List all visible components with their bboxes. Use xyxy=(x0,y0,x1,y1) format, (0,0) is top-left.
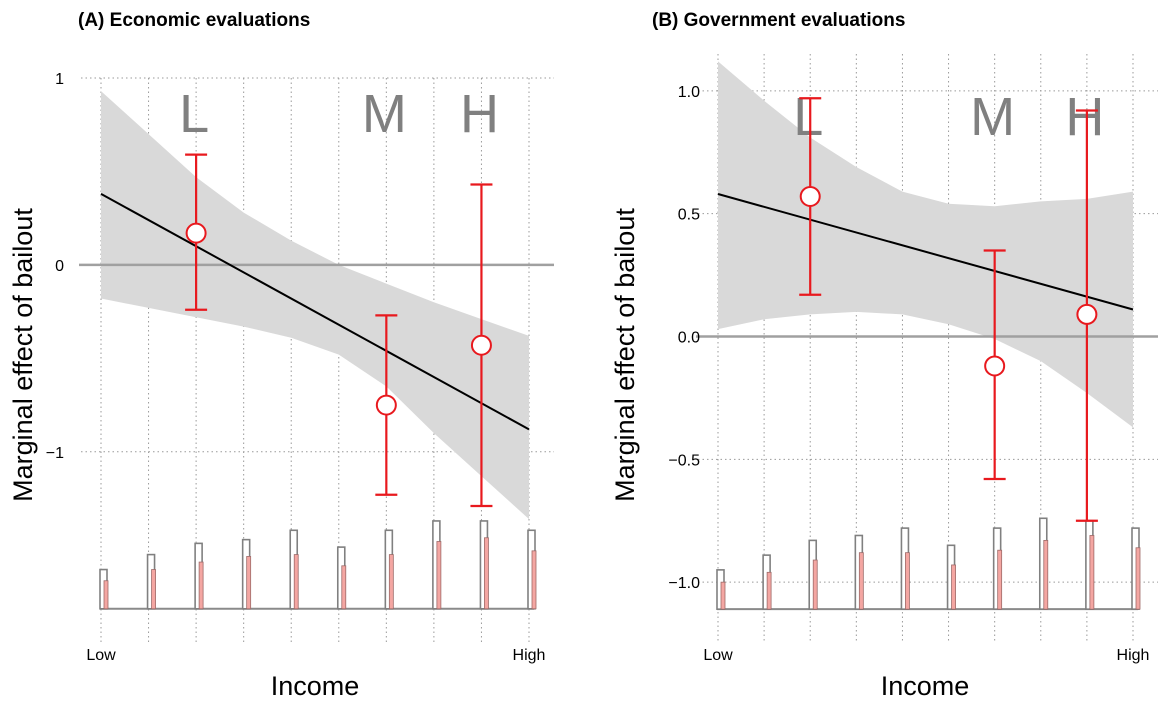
panel-b-y-tick-label-2: 0.0 xyxy=(678,330,700,347)
panel-b-dist-bar-fill-0 xyxy=(720,581,726,610)
panel-a-estimate-point-m xyxy=(375,394,397,416)
panel-b-x-axis-label: Income xyxy=(881,671,970,701)
panel-a-x-axis-label: Income xyxy=(271,671,360,701)
panel-b-estimate-point-m xyxy=(984,355,1006,377)
panel-a-group-letter-h: H xyxy=(460,84,499,144)
panel-a-dist-bar-fill-8 xyxy=(484,537,489,610)
panel-a-group-letter-l: L xyxy=(179,84,209,144)
panel-a-dist-bar-fill-3 xyxy=(246,556,252,610)
panel-b-y-tick-label-4: −1.0 xyxy=(668,575,700,592)
panel-a-dist-bar-fill-5 xyxy=(341,565,347,610)
panel-a-y-axis-label: Marginal effect of bailout xyxy=(8,208,38,502)
panel-a-dist-bar-fill-7 xyxy=(436,541,442,610)
panel-b-y-tick-label-0: 1.0 xyxy=(678,84,700,101)
panel-a-dist-bar-fill-9 xyxy=(531,550,537,610)
panel-a-title: (A) Economic evaluations xyxy=(78,10,310,31)
panel-b-y-tick-label-3: −0.5 xyxy=(668,452,700,469)
panel-b-title: (B) Government evaluations xyxy=(652,10,905,31)
panel-b-dist-bar-fill-1 xyxy=(766,571,772,610)
panel-b-group-letter-m: M xyxy=(970,87,1015,147)
panel-b-dist-bar-fill-3 xyxy=(858,552,864,610)
panel-a-dist-bar-fill-2 xyxy=(198,561,204,610)
panel-a-y-tick-label-2: −1 xyxy=(46,445,64,462)
panel-a-group-letter-m: M xyxy=(362,84,407,144)
panel-a-dist-bar-fill-1 xyxy=(151,569,156,610)
panel-b: L M H 1.0 0.5 0.0 −0.5 −1.0 Low High (B) Governmen… xyxy=(610,10,1158,701)
panel-a: L M H 1 0 −1 Low High (A) Economic evaluations In… xyxy=(8,10,554,701)
panel-b-dist-bar-fill-9 xyxy=(1135,547,1141,610)
panel-b-dist-bar-fill-7 xyxy=(1043,539,1049,610)
panel-b-dist-bar-fill-8 xyxy=(1089,535,1095,610)
panel-a-y-tick-label-1: 0 xyxy=(55,258,64,275)
panel-a-fit-line xyxy=(100,192,530,431)
panel-a-x-tick-label-low: Low xyxy=(86,647,116,664)
panel-a-estimate-point-l xyxy=(185,222,207,244)
panel-a-x-tick-label-high: High xyxy=(513,647,546,664)
panel-a-dist-bar-fill-6 xyxy=(388,554,394,610)
panel-b-y-axis-label: Marginal effect of bailout xyxy=(610,208,640,502)
panel-a-dist-bar-fill-4 xyxy=(293,554,299,610)
panel-b-group-letter-l: L xyxy=(793,87,823,147)
panel-a-confidence-band xyxy=(101,91,529,520)
panel-a-estimate-point-h xyxy=(470,334,492,356)
panel-a-dist-bar-fill-0 xyxy=(103,580,109,610)
panel-b-fit-line xyxy=(717,193,1134,311)
panel-b-x-tick-label-low: Low xyxy=(703,647,733,664)
panel-b-group-letter-h: H xyxy=(1065,87,1104,147)
panel-b-y-tick-label-1: 0.5 xyxy=(678,207,700,224)
panel-b-estimate-point-l xyxy=(799,185,821,207)
panel-a-y-tick-label-0: 1 xyxy=(55,71,64,88)
panel-b-dist-bar-fill-6 xyxy=(997,549,1003,610)
panel-b-dist-bar-fill-4 xyxy=(905,552,910,610)
panel-b-dist-bar-fill-5 xyxy=(951,564,956,610)
panel-b-dist-bar-fill-2 xyxy=(812,559,818,610)
panel-b-estimate-point-h xyxy=(1076,303,1098,325)
panel-b-x-tick-label-high: High xyxy=(1117,647,1150,664)
